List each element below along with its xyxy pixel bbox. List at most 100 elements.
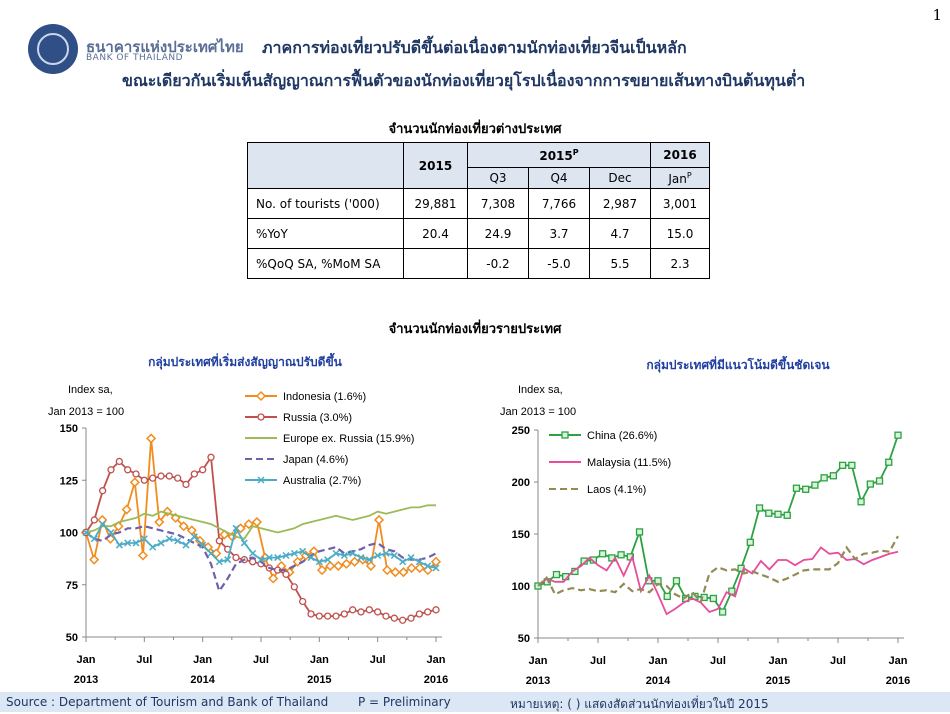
data-point bbox=[199, 541, 207, 549]
data-point bbox=[365, 606, 373, 614]
data-point bbox=[390, 567, 401, 578]
data-point bbox=[140, 476, 148, 484]
data-point bbox=[124, 539, 132, 547]
table-cell: 5.5 bbox=[589, 248, 651, 279]
data-point bbox=[552, 570, 561, 579]
data-point bbox=[430, 556, 442, 567]
data-point bbox=[324, 556, 332, 564]
data-point bbox=[811, 481, 819, 489]
data-point bbox=[265, 554, 273, 562]
table-cell: 2.3 bbox=[650, 248, 710, 279]
legend-marker bbox=[257, 413, 265, 421]
data-point bbox=[82, 528, 90, 537]
page-number: 1 bbox=[932, 6, 942, 24]
legend-label: Japan (4.6%) bbox=[283, 454, 348, 466]
data-point bbox=[290, 549, 298, 557]
legend-label: Indonesia (1.6%) bbox=[283, 391, 366, 403]
footer-preliminary: P = Preliminary bbox=[358, 695, 451, 709]
x-tick-label: Jul bbox=[370, 654, 386, 666]
data-point bbox=[257, 556, 265, 564]
data-point bbox=[885, 458, 893, 466]
data-point bbox=[124, 466, 132, 474]
x-tick-label: Jan bbox=[193, 654, 212, 666]
data-point bbox=[349, 606, 357, 614]
data-point bbox=[424, 608, 432, 616]
data-point bbox=[399, 616, 407, 624]
data-point bbox=[802, 485, 810, 493]
y-tick-label: 150 bbox=[60, 423, 78, 435]
data-point bbox=[415, 610, 423, 618]
legend-label: Australia (2.7%) bbox=[283, 475, 361, 487]
table-cell: 7,766 bbox=[528, 188, 590, 219]
data-point bbox=[146, 433, 157, 444]
data-point bbox=[290, 583, 298, 591]
data-point bbox=[382, 549, 390, 557]
table-corner bbox=[247, 142, 404, 189]
data-point bbox=[374, 551, 382, 560]
col-jan-label: Jan bbox=[668, 171, 687, 186]
data-point bbox=[299, 547, 307, 555]
data-point bbox=[424, 562, 432, 570]
headline-line-2: ขณะเดียวกันเริ่มเห็นสัญญาณการฟื้นตัวของน… bbox=[122, 71, 806, 90]
y-tick-label: 125 bbox=[60, 475, 78, 487]
data-point bbox=[99, 487, 107, 495]
data-point bbox=[251, 516, 262, 528]
col-2015p: 2015P bbox=[467, 142, 651, 168]
data-point bbox=[755, 504, 764, 512]
row-label: %QoQ SA, %MoM SA bbox=[247, 248, 404, 279]
data-point bbox=[157, 539, 165, 547]
chart-right: กลุ่มประเทศที่มีแนวโน้มดีขึ้นชัดเจน Index… bbox=[500, 355, 910, 687]
data-point bbox=[249, 549, 257, 557]
data-point bbox=[324, 612, 332, 620]
series-line bbox=[537, 535, 899, 604]
table-cell: 20.4 bbox=[403, 218, 468, 249]
x-tick-label: Jul bbox=[830, 655, 846, 667]
data-point bbox=[274, 554, 282, 562]
y-tick-label: 100 bbox=[60, 528, 78, 540]
col-q4: Q4 bbox=[528, 167, 590, 189]
data-point bbox=[894, 431, 902, 439]
x-tick-year-label: 2014 bbox=[646, 675, 671, 687]
legend-marker bbox=[257, 476, 265, 484]
x-tick-label: Jan bbox=[889, 655, 908, 667]
data-point bbox=[332, 612, 340, 620]
data-point bbox=[178, 521, 189, 532]
legend-label: Russia (3.0%) bbox=[283, 412, 352, 424]
data-point bbox=[373, 514, 385, 526]
data-point bbox=[598, 550, 607, 558]
y-axis-label: Index sa, bbox=[518, 384, 563, 396]
x-tick-label: Jan bbox=[769, 655, 788, 667]
data-point bbox=[90, 516, 98, 524]
x-tick-year-label: 2013 bbox=[74, 674, 98, 686]
data-point bbox=[663, 592, 671, 601]
data-point bbox=[774, 510, 782, 518]
data-point bbox=[709, 594, 718, 603]
series-line bbox=[537, 546, 899, 616]
data-point bbox=[357, 554, 365, 562]
table-cell: 24.9 bbox=[467, 218, 529, 249]
data-point bbox=[207, 453, 215, 461]
data-point bbox=[341, 558, 352, 569]
data-point bbox=[129, 477, 140, 488]
series-line bbox=[85, 504, 436, 540]
bank-logo-icon bbox=[28, 24, 78, 74]
data-point bbox=[432, 564, 440, 572]
col-2015p-sup: P bbox=[572, 147, 579, 157]
x-tick-year-label: 2016 bbox=[424, 674, 448, 686]
legend-label: Malaysia (11.5%) bbox=[587, 457, 671, 469]
data-point bbox=[240, 539, 248, 547]
data-point bbox=[365, 556, 373, 564]
data-point bbox=[207, 549, 215, 557]
chart-title: กลุ่มประเทศที่มีแนวโน้มดีขึ้นชัดเจน bbox=[646, 355, 830, 373]
data-point bbox=[875, 477, 884, 485]
table-cell: 2,987 bbox=[589, 188, 651, 219]
data-point bbox=[829, 472, 838, 480]
data-point bbox=[315, 612, 323, 620]
table-cell bbox=[403, 248, 468, 279]
data-point bbox=[672, 577, 681, 585]
footer-source: Source : Department of Tourism and Bank … bbox=[6, 695, 329, 709]
data-point bbox=[190, 533, 198, 541]
data-point bbox=[182, 541, 190, 549]
bank-name-english: BANK OF THAILAND bbox=[86, 53, 184, 63]
y-tick-label: 50 bbox=[66, 632, 78, 644]
